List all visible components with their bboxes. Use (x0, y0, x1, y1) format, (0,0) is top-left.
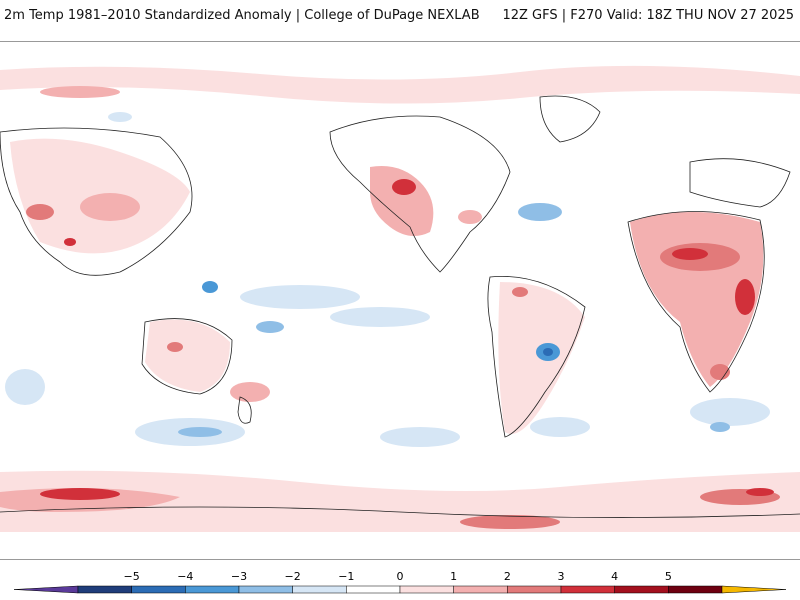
anomaly-map (0, 41, 800, 560)
colorbar-segment (131, 585, 186, 594)
south-america-anomaly (498, 282, 585, 434)
colorbar-tick-label: 2 (504, 570, 511, 583)
colorbar-tick-label: 5 (665, 570, 672, 583)
new-zealand-outline (237, 396, 252, 424)
south-america-outline (487, 276, 586, 438)
colorbar-segment (77, 585, 132, 594)
colorbar-segment (668, 585, 723, 594)
coastlines (0, 95, 800, 518)
colorbar-tick-label: −2 (285, 570, 301, 583)
australia-outline (141, 318, 233, 395)
europe-outline (689, 158, 791, 208)
colorbar-legend: −5 −4 −3 −2 −1 0 1 2 3 4 5 (0, 560, 800, 600)
north-america-warm-anomaly (370, 166, 482, 236)
colorbar-segment (399, 585, 454, 594)
antarctic-anomaly-band (0, 470, 800, 532)
colorbar-tick-label: 3 (558, 570, 565, 583)
cold-anomaly-patches (5, 112, 770, 447)
antarctica-outline (0, 506, 800, 518)
map-canvas (0, 42, 800, 559)
map-header: 2m Temp 1981–2010 Standardized Anomaly |… (0, 0, 800, 32)
colorbar-tick-label: −1 (338, 570, 354, 583)
asia-warm-anomaly (10, 138, 190, 254)
colorbar-tick-label: 4 (611, 570, 618, 583)
colorbar-tick-label: 0 (397, 570, 404, 583)
greenland-outline (539, 95, 601, 143)
colorbar-segment (453, 585, 508, 594)
map-title: 2m Temp 1981–2010 Standardized Anomaly |… (4, 8, 480, 23)
colorbar-tick-label: −4 (177, 570, 193, 583)
colorbar-tick-label: −5 (124, 570, 140, 583)
colorbar-segment (238, 585, 293, 594)
colorbar-tick-label: 1 (450, 570, 457, 583)
colorbar-segment (560, 585, 615, 594)
colorbar-segment (292, 585, 347, 594)
north-america-outline (329, 115, 511, 273)
colorbar-max-arrow (721, 585, 787, 594)
arctic-anomaly-band (0, 65, 800, 104)
africa-warm-anomaly (630, 212, 764, 387)
colorbar-segment (185, 585, 240, 594)
colorbar-segment (507, 585, 562, 594)
colorbar-segment (614, 585, 669, 594)
colorbar-segment (346, 585, 401, 594)
colorbar-min-arrow (13, 585, 79, 594)
asia-outline (0, 127, 193, 276)
colorbar-graphic: −5 −4 −3 −2 −1 0 1 2 3 4 5 (13, 570, 787, 594)
colorbar-tick-label: −3 (231, 570, 247, 583)
africa-outline (627, 211, 765, 393)
model-run-info: 12Z GFS | F270 Valid: 18Z THU NOV 27 202… (502, 8, 794, 23)
